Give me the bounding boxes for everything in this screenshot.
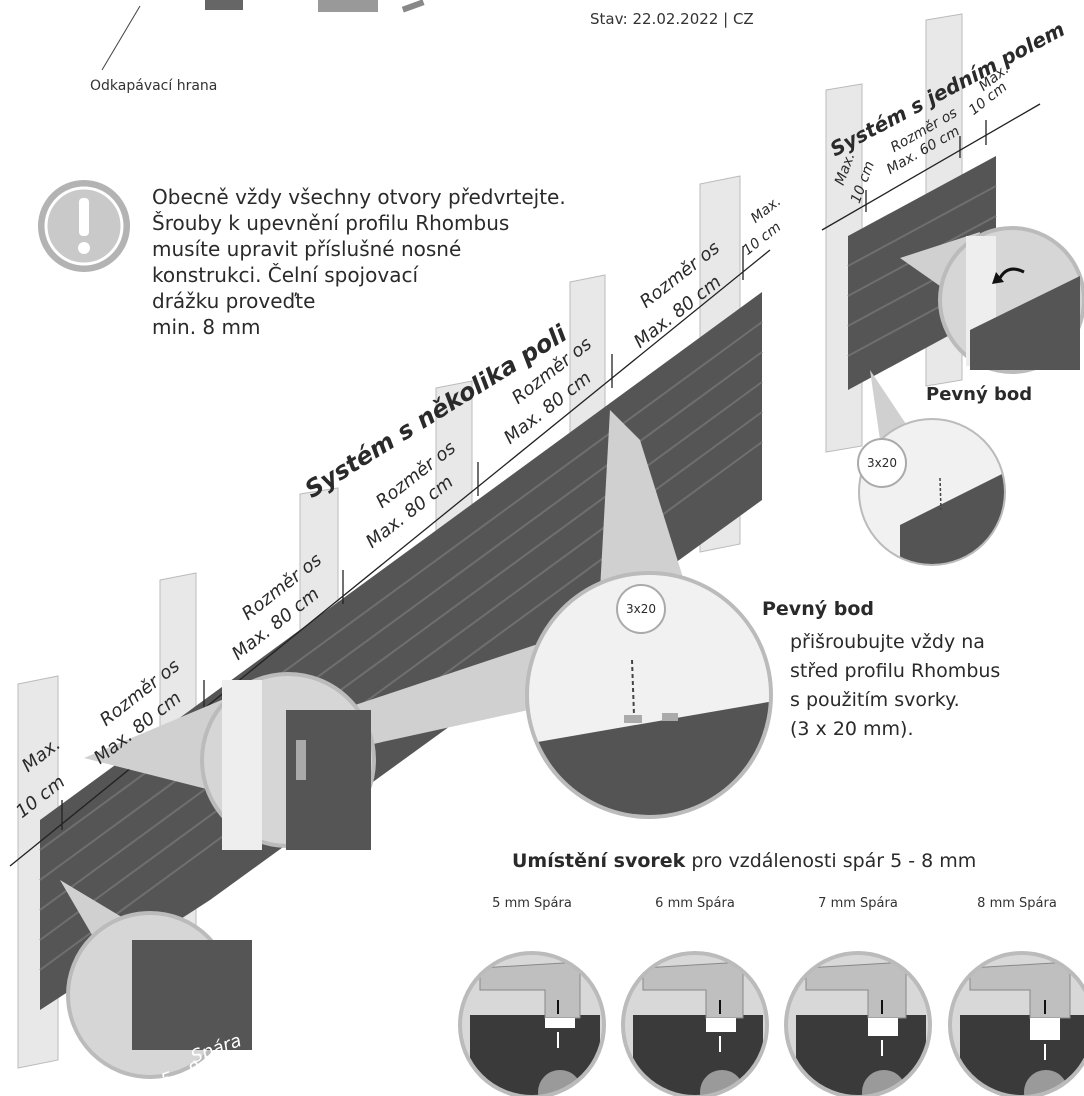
fixed-point-callout [250,410,773,819]
clip-placement-title: Umístění svorek pro vzdálenosti spár 5 -… [512,850,976,872]
warning-line: Obecně vždy všechny otvory předvrtejte. [152,185,566,209]
warning-line: min. 8 mm [152,315,261,339]
gap-callout [60,880,252,1079]
single-fixed-point-label: Pevný bod [926,384,1033,405]
exclamation-icon [38,180,130,272]
screw-badge: 3x20 [616,584,666,634]
status-date: Stav: 22.02.2022 | CZ [590,10,754,28]
fixed-point-title: Pevný bod [762,598,874,620]
warning-line: konstrukci. Čelní spojovací [152,263,418,287]
fixed-point-line: (3 x 20 mm). [790,718,914,740]
gap-label-8mm: 8 mm Spára [977,896,1057,911]
hardware-parts [101,0,425,71]
warning-text: Obecně vždy všechny otvory předvrtejte. … [152,184,566,340]
single-callout-top [900,226,1084,374]
gap-label-6mm: 6 mm Spára [655,896,735,911]
fixed-point-text: přišroubujte vždy na střed profilu Rhomb… [790,628,1000,744]
fixed-point-line: přišroubujte vždy na [790,631,985,653]
fixed-point-line: s použitím svorky. [790,689,960,711]
warning-line: musíte upravit příslušné nosné [152,237,462,261]
warning-line: Šrouby k upevnění profilu Rhombus [152,211,510,235]
clip-callout [84,672,376,850]
clip-placement-images [458,951,1084,1096]
clip-placement-title-bold: Umístění svorek [512,850,686,872]
dimension-lines-single [821,103,1041,231]
gap-label-5mm: 5 mm Spára [492,896,572,911]
drip-edge-label: Odkapávací hrana [90,78,218,94]
fixed-point-line: střed profilu Rhombus [790,660,1001,682]
clip-placement-title-rest: pro vzdálenosti spár 5 - 8 mm [685,850,977,872]
single-screw-badge: 3x20 [857,438,907,488]
gap-label-7mm: 7 mm Spára [818,896,898,911]
warning-line: drážku proveďte [152,289,316,313]
